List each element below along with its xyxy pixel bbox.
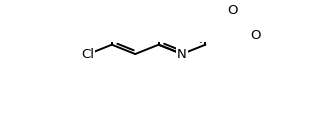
Text: O: O <box>227 4 237 17</box>
Text: N: N <box>177 48 187 61</box>
Text: O: O <box>251 29 261 42</box>
Text: Cl: Cl <box>81 48 94 61</box>
